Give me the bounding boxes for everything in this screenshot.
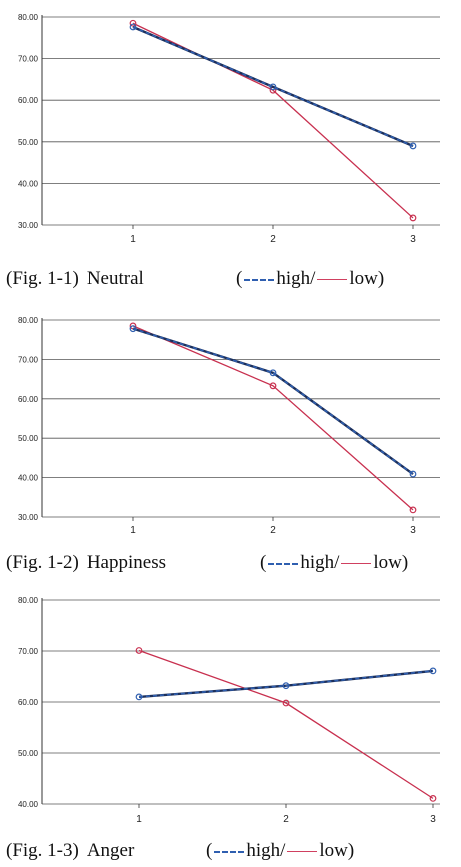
series-high-point: [129, 325, 137, 333]
legend-high-label: high/: [300, 552, 340, 573]
series-low-point: [282, 699, 290, 707]
x-tick-label: 1: [130, 525, 136, 536]
y-tick-label: 80.00: [18, 13, 39, 22]
series-high-point: [269, 83, 277, 91]
series-high-point: [409, 142, 417, 150]
series-low-point: [269, 382, 277, 390]
x-tick-label: 3: [410, 525, 416, 536]
chart-panel-2: 30.00 40.00 50.00 60.00 70.00 80.00 1 2 3 (Fig. …: [0, 300, 461, 590]
y-tick-label: 70.00: [18, 647, 39, 656]
legend-low-label: low): [349, 268, 385, 289]
y-tick-label: 50.00: [18, 434, 39, 443]
chart-1-fig-number: (Fig. 1-1): [6, 268, 79, 289]
series-high-point: [282, 682, 290, 690]
y-tick-label: 40.00: [18, 474, 39, 483]
chart-1-title: Neutral: [86, 268, 144, 289]
series-high-line: [138, 670, 434, 698]
x-tick-label: 2: [283, 814, 289, 825]
chart-2-plot: 30.00 40.00 50.00 60.00 70.00 80.00 1 2 3: [18, 316, 440, 536]
legend-high-swatch: [214, 850, 245, 853]
series-low-point: [129, 19, 137, 27]
legend-low-label: low): [373, 552, 409, 573]
series-high-line-shadow: [132, 327, 414, 476]
series-low-line: [138, 649, 434, 799]
legend-high-swatch: [268, 562, 299, 565]
x-tick-label: 2: [270, 234, 276, 245]
series-high-point: [269, 369, 277, 377]
series-low-point: [135, 647, 143, 654]
y-tick-label: 80.00: [18, 316, 39, 325]
x-tick-label: 3: [410, 234, 416, 245]
series-low-point: [429, 794, 437, 802]
chart-2-fig-number: (Fig. 1-2): [6, 552, 79, 573]
y-tick-label: 70.00: [18, 55, 39, 64]
x-tick-label: 1: [130, 234, 136, 245]
y-tick-label: 30.00: [18, 221, 39, 230]
legend-open-paren: (: [206, 840, 213, 861]
chart-panel-1: 30.00 40.00 50.00 60.00 70.00 80.00 1 2 3 (Fig. …: [0, 0, 461, 300]
chart-3-fig-number: (Fig. 1-3): [6, 840, 79, 861]
y-tick-label: 50.00: [18, 138, 39, 147]
chart-3-title: Anger: [86, 840, 135, 861]
y-tick-label: 30.00: [18, 513, 39, 522]
chart-1-plot: 30.00 40.00 50.00 60.00 70.00 80.00 1 2 3: [18, 13, 440, 245]
chart-1-caption: (Fig. 1-1) Neutral: [6, 268, 144, 290]
legend-open-paren: (: [260, 552, 267, 573]
series-high-point: [135, 693, 143, 701]
chart-2-caption: (Fig. 1-2) Happiness: [6, 552, 166, 574]
legend-high-label: high/: [276, 268, 316, 289]
y-tick-label: 60.00: [18, 96, 39, 105]
y-tick-label: 40.00: [18, 179, 39, 188]
series-low-point: [409, 214, 417, 222]
chart-2-legend: ( high/low): [260, 552, 408, 574]
chart-panel-3: 40.00 50.00 60.00 70.00 80.00 1 2 3 (Fig. 1-3) A…: [0, 590, 461, 867]
legend-high-swatch: [244, 278, 275, 281]
chart-2-title: Happiness: [86, 552, 166, 573]
y-tick-label: 80.00: [18, 596, 39, 605]
series-low-point: [409, 506, 417, 514]
y-tick-label: 60.00: [18, 698, 39, 707]
chart-3-plot: 40.00 50.00 60.00 70.00 80.00 1 2 3: [18, 596, 440, 825]
y-tick-label: 40.00: [18, 800, 39, 809]
legend-low-label: low): [319, 840, 355, 861]
chart-3-caption: (Fig. 1-3) Anger: [6, 840, 134, 862]
series-low-line: [132, 22, 414, 219]
series-low-line: [132, 325, 414, 511]
series-high-point: [409, 470, 417, 478]
legend-high-label: high/: [246, 840, 286, 861]
legend-low-swatch: [341, 563, 372, 565]
chart-3-legend: ( high/low): [206, 840, 354, 862]
legend-low-swatch: [287, 851, 318, 853]
x-tick-label: 2: [270, 525, 276, 536]
y-tick-label: 60.00: [18, 395, 39, 404]
legend-low-swatch: [317, 279, 348, 281]
x-tick-label: 3: [430, 814, 436, 825]
y-tick-label: 70.00: [18, 355, 39, 364]
y-tick-label: 50.00: [18, 749, 39, 758]
series-high-point: [129, 23, 137, 31]
series-high-line: [132, 327, 414, 475]
series-high-point: [429, 667, 437, 675]
chart-1-legend: ( high/low): [236, 268, 384, 290]
series-high-line: [132, 26, 414, 147]
legend-open-paren: (: [236, 268, 243, 289]
x-tick-label: 1: [136, 814, 142, 825]
